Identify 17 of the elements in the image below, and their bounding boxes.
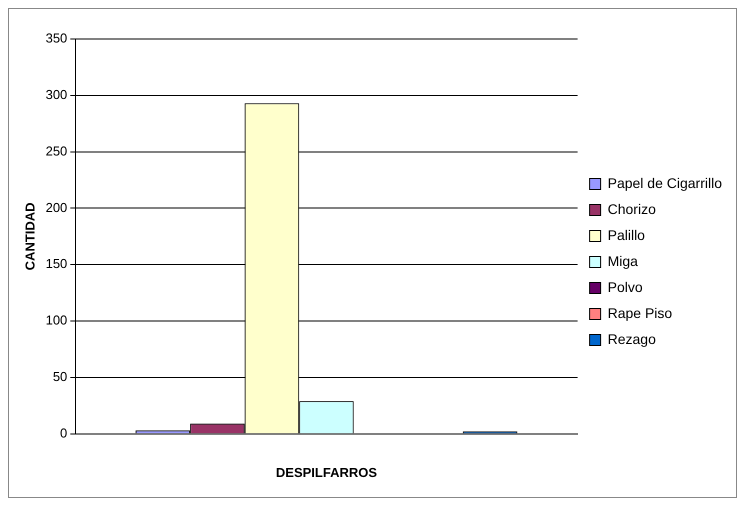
y-tick-label: 300	[46, 86, 68, 102]
y-tick-label: 250	[46, 143, 68, 158]
legend-label: Chorizo	[608, 200, 656, 217]
y-tick-label: 50	[52, 368, 68, 384]
y-axis-title: CANTIDAD	[22, 202, 38, 270]
legend-label: Miga	[608, 252, 638, 269]
y-tick-label: 200	[46, 200, 68, 215]
y-tick-label: 100	[46, 312, 68, 328]
legend-label: Rape Piso	[608, 304, 672, 321]
y-tick-label: 150	[46, 256, 68, 272]
x-axis-title: DESPILFARROS	[276, 464, 378, 480]
legend-label: Polvo	[608, 278, 643, 295]
legend-label: Papel de Cigarrillo	[608, 174, 722, 191]
y-tick-label: 0	[60, 425, 68, 440]
legend-label: Palillo	[608, 226, 646, 243]
legend-label: Rezago	[608, 330, 656, 347]
y-tick-label: 350	[46, 30, 68, 46]
